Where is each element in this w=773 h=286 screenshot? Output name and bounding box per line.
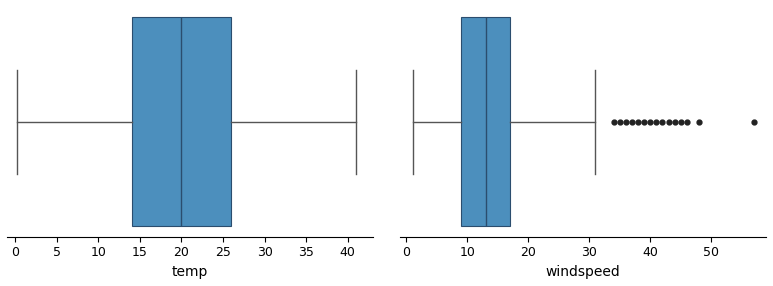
PathPatch shape (131, 17, 231, 226)
X-axis label: temp: temp (172, 265, 208, 279)
PathPatch shape (461, 17, 510, 226)
X-axis label: windspeed: windspeed (546, 265, 621, 279)
